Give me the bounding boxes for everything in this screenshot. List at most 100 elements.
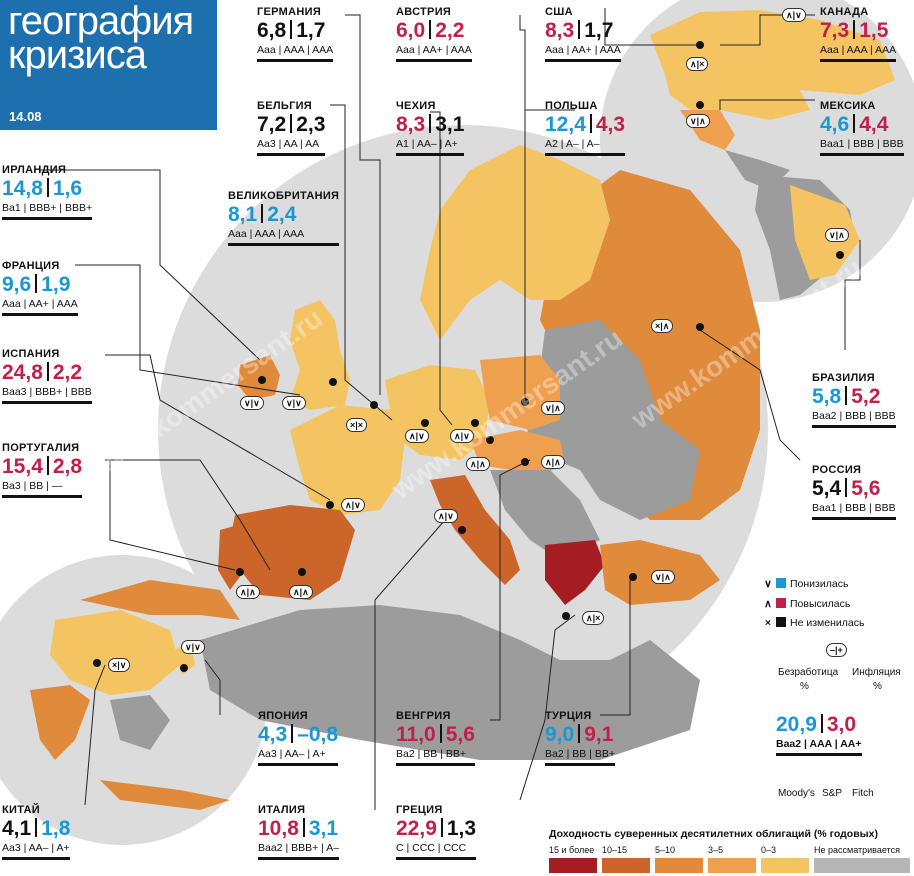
country-values: 7,3 1,5: [820, 18, 896, 44]
poland: [480, 355, 560, 430]
value-separator: [440, 818, 443, 837]
key-infl-value: 3,0: [826, 713, 857, 736]
inflation-value: 9,1: [584, 723, 614, 746]
country-values: 4,1 1,8: [2, 816, 70, 842]
country-name: АВСТРИЯ: [396, 6, 452, 18]
title-box: география кризиса 14.08: [0, 0, 217, 130]
country-values: 5,4 5,6: [812, 476, 896, 502]
country-japan: ЯПОНИЯ 4,3 –0,8 Aa3 | AA– | A+: [258, 710, 339, 766]
country-mexico: МЕКСИКА 4,6 4,4 Baa1 | BBB | BBB: [820, 100, 904, 156]
badge-czech: ∧|∨: [450, 429, 474, 443]
credit-ratings: Aa3 | AA– | A+: [258, 748, 339, 766]
unemployment-value: 11,0: [396, 723, 436, 746]
country-values: 22,9 1,3: [396, 816, 476, 842]
badge-russia: ×|∧: [651, 319, 674, 333]
country-usa: США 8,3 1,7 Aaa | AA+ | AAA: [545, 6, 621, 62]
scale-title: Доходность суверенных десятилетних облиг…: [549, 828, 878, 840]
unemployment-value: 8,1: [228, 203, 258, 226]
inflation-value: 3,1: [435, 113, 465, 136]
country-name: ГРЕЦИЯ: [396, 804, 443, 816]
country-name: ВЕЛИКОБРИТАНИЯ: [228, 190, 340, 202]
up-symbol: ∧: [764, 598, 772, 610]
credit-ratings: Aaa | AAA | AAA: [257, 44, 334, 62]
country-name: ИСПАНИЯ: [2, 348, 60, 360]
country-brazil: БРАЗИЛИЯ 5,8 5,2 Baa2 | BBB | BBB: [812, 372, 896, 428]
badge-usa: ∧|×: [686, 57, 709, 71]
se-asia: [110, 695, 170, 750]
value-separator: [290, 20, 293, 39]
inflation-value: 2,4: [267, 203, 297, 226]
value-separator: [439, 724, 442, 743]
unemployment-value: 6,0: [396, 19, 426, 42]
badge-belgium: ∧|∨: [405, 429, 429, 443]
credit-ratings: Ba3 | BB | —: [2, 480, 83, 498]
inflation-value: 1,5: [859, 19, 889, 42]
country-czech: ЧЕХИЯ 8,3 3,1 A1 | AA– | A+: [396, 100, 465, 156]
key-infl-label: Инфляция: [852, 667, 901, 678]
value-separator: [261, 204, 264, 223]
credit-ratings: Ba2 | BB | BB+: [396, 748, 475, 766]
value-separator: [578, 20, 581, 39]
unemployment-value: 9,0: [545, 723, 575, 746]
country-values: 4,6 4,4: [820, 112, 904, 138]
country-uk: ВЕЛИКОБРИТАНИЯ 8,1 2,4 Aaa | AAA | AAA: [228, 190, 340, 246]
credit-ratings: Aa3 | AA | AA: [257, 138, 326, 156]
inflation-value: 2,8: [52, 455, 83, 478]
country-values: 7,2 2,3: [257, 112, 325, 138]
credit-ratings: Aaa | AAA | AAA: [820, 44, 897, 62]
country-name: ФРАНЦИЯ: [2, 260, 60, 272]
inflation-value: 2,2: [435, 19, 465, 42]
inflation-value: 2,3: [296, 113, 326, 136]
russia-east: [80, 580, 240, 620]
key-ratings: Baa2 | AAA | AA+: [776, 738, 862, 756]
country-italy: ИТАЛИЯ 10,8 3,1 Baa2 | BBB+ | A–: [258, 804, 340, 860]
unemployment-value: 14,8: [2, 177, 43, 200]
country-portugal: ПОРТУГАЛИЯ 15,4 2,8 Ba3 | BB | —: [2, 442, 83, 498]
country-name: ЧЕХИЯ: [396, 100, 436, 112]
credit-ratings: Baa1 | BBB | BBB: [820, 138, 904, 156]
key-agency-sp: S&P: [822, 788, 843, 799]
unemployment-value: 4,6: [820, 113, 850, 136]
inflation-value: 1,7: [584, 19, 614, 42]
country-values: 9,6 1,9: [2, 272, 78, 298]
country-turkey: ТУРЦИЯ 9,0 9,1 Ba2 | BB | BB+: [545, 710, 615, 766]
country-values: 8,3 3,1: [396, 112, 464, 138]
country-name: МЕКСИКА: [820, 100, 876, 112]
unemployment-value: 6,8: [257, 19, 287, 42]
scale-label-none: Не рассматривается: [814, 845, 900, 855]
credit-ratings: Aaa | AA+ | AAA: [396, 44, 472, 62]
down-swatch: [776, 578, 786, 588]
legend-down-text: Понизилась: [790, 578, 849, 590]
badge-china: ×|∨: [108, 658, 131, 672]
yield-scale: [549, 858, 910, 873]
badge-hungary: ∧|∧: [541, 455, 565, 469]
inflation-value: 4,4: [859, 113, 889, 136]
unemployment-value: 8,3: [396, 113, 426, 136]
value-separator: [578, 724, 581, 743]
country-values: 6,0 2,2: [396, 18, 472, 44]
country-name: ПОРТУГАЛИЯ: [2, 442, 80, 454]
country-values: 4,3 –0,8: [258, 722, 338, 748]
country-france: ФРАНЦИЯ 9,6 1,9 Aaa | AA+ | AAA: [2, 260, 78, 316]
inflation-value: 1,7: [296, 19, 326, 42]
country-name: РОССИЯ: [812, 464, 862, 476]
inflation-value: 5,6: [445, 723, 475, 746]
country-values: 12,4 4,3: [545, 112, 625, 138]
africa-region: [200, 605, 700, 760]
value-separator: [46, 178, 49, 197]
credit-ratings: Ba2 | BB | BB+: [545, 748, 615, 766]
value-separator: [429, 20, 432, 39]
credit-ratings: A1 | AA– | A+: [396, 138, 465, 156]
country-values: 15,4 2,8: [2, 454, 82, 480]
country-values: 11,0 5,6: [396, 722, 475, 748]
spain: [230, 505, 355, 600]
inflation-value: 4,3: [595, 113, 626, 136]
badge-ireland: ∨|∨: [240, 396, 264, 410]
badge-poland: ∨|∧: [541, 401, 565, 415]
legend-same: × Не изменилась: [762, 617, 864, 629]
country-germany: ГЕРМАНИЯ 6,8 1,7 Aaa | AAA | AAA: [257, 6, 334, 62]
inflation-value: 1,9: [41, 273, 71, 296]
unemployment-value: 7,2: [257, 113, 287, 136]
country-name: ТУРЦИЯ: [545, 710, 592, 722]
